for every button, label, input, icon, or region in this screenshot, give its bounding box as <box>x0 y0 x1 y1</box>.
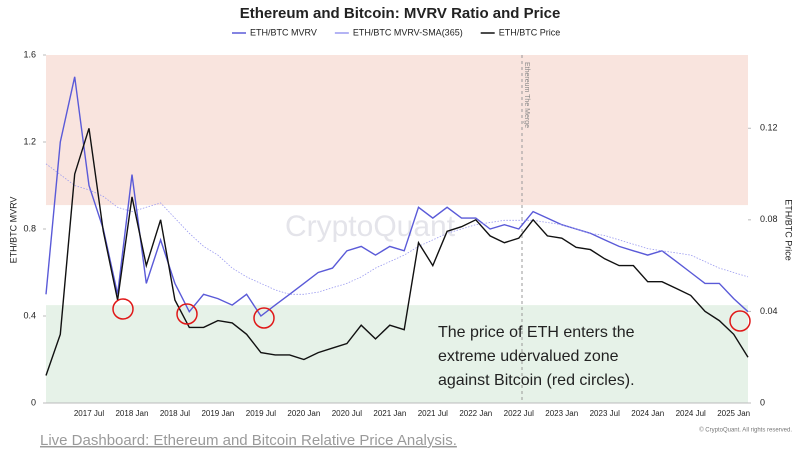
x-tick-label: 2021 Jan <box>373 409 406 418</box>
x-tick-label: 2020 Jul <box>332 409 362 418</box>
y2-tick-label: 0.12 <box>760 123 778 133</box>
x-tick-label: 2019 Jan <box>201 409 234 418</box>
y2-tick-label: 0.08 <box>760 214 778 224</box>
x-tick-label: 2024 Jul <box>676 409 706 418</box>
y-tick-label: 0.4 <box>23 310 36 320</box>
x-tick-label: 2023 Jul <box>590 409 620 418</box>
watermark: CryptoQuant <box>285 210 456 243</box>
series-line <box>45 76 749 318</box>
zone <box>46 55 748 206</box>
highlight-circle <box>112 298 134 320</box>
y-tick-label: 1.6 <box>23 49 36 59</box>
y-tick-label: 0.8 <box>23 223 36 233</box>
series-line <box>45 163 749 295</box>
y2-tick-label: 0.04 <box>760 306 778 316</box>
y-tick-label: 1.2 <box>23 136 36 146</box>
x-tick-label: 2021 Jul <box>418 409 448 418</box>
highlight-circle <box>253 307 275 329</box>
zone <box>46 305 748 403</box>
dashboard-link[interactable]: Live Dashboard: Ethereum and Bitcoin Rel… <box>40 432 457 449</box>
legend-label: ETH/BTC MVRV <box>250 27 317 37</box>
zones <box>46 55 748 403</box>
x-tick-label: 2018 Jan <box>115 409 148 418</box>
y-tick-label: 0 <box>31 397 36 407</box>
plot <box>45 76 749 376</box>
annotation-text: extreme udervalued zone <box>438 348 619 365</box>
merge-label: Ethereum The Merge <box>523 62 530 128</box>
x-tick-label: 2022 Jan <box>459 409 492 418</box>
legend-label: ETH/BTC MVRV-SMA(365) <box>353 27 463 37</box>
annotation-text: The price of ETH enters the <box>438 324 635 341</box>
highlight-circles <box>112 298 751 332</box>
x-tick-label: 2022 Jul <box>504 409 534 418</box>
x-tick-label: 2025 Jan <box>717 409 750 418</box>
x-tick-label: 2019 Jul <box>246 409 276 418</box>
y-axis-label: ETH/BTC MVRV <box>8 197 18 264</box>
annotation-text: against Bitcoin (red circles). <box>438 372 635 389</box>
credit: © CryptoQuant. All rights reserved. <box>699 427 792 434</box>
y2-tick-label: 0 <box>760 397 765 407</box>
highlight-circle <box>729 310 751 332</box>
series-line <box>45 128 749 376</box>
x-tick-label: 2023 Jan <box>545 409 578 418</box>
legend-label: ETH/BTC Price <box>499 27 561 37</box>
x-tick-label: 2017 Jul <box>74 409 104 418</box>
x-tick-label: 2024 Jan <box>631 409 664 418</box>
highlight-circle <box>176 303 198 325</box>
chart-title: Ethereum and Bitcoin: MVRV Ratio and Pri… <box>240 5 561 22</box>
x-tick-label: 2018 Jul <box>160 409 190 418</box>
y2-axis-label: ETH/BTC Price <box>784 199 794 261</box>
x-tick-label: 2020 Jan <box>287 409 320 418</box>
